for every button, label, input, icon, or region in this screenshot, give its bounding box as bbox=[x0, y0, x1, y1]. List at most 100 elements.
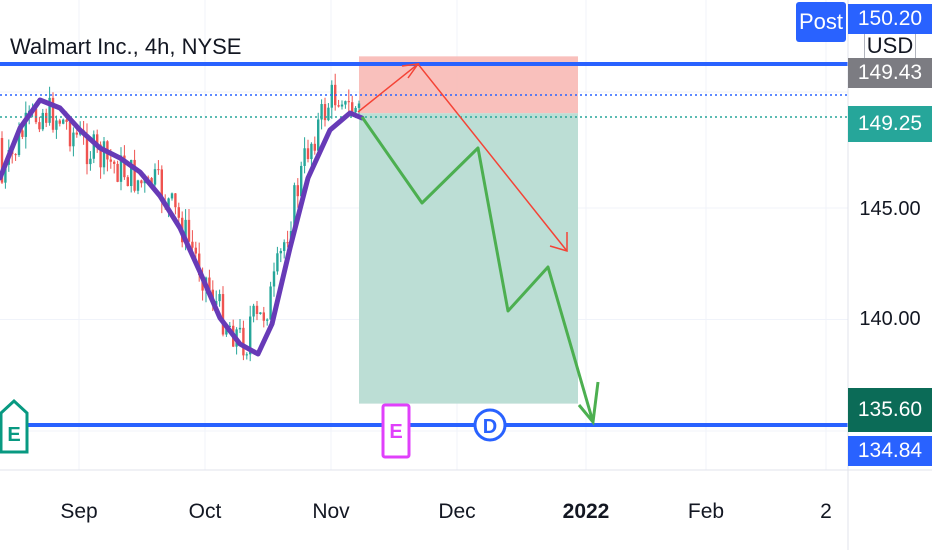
candle-body bbox=[136, 180, 140, 191]
candle-body bbox=[68, 121, 72, 147]
x-tick-dec: Dec bbox=[438, 500, 476, 523]
candle-body bbox=[85, 134, 89, 165]
candle-body bbox=[330, 84, 333, 108]
candle-body bbox=[344, 101, 347, 105]
projection-arrows bbox=[357, 62, 600, 426]
moving-average bbox=[0, 97, 365, 357]
candle-body bbox=[252, 305, 255, 317]
candle-body bbox=[354, 107, 357, 113]
candle-body bbox=[113, 161, 116, 164]
red-arrow-head-end bbox=[549, 232, 568, 253]
event-marker-label: E bbox=[7, 424, 20, 446]
position-zones bbox=[359, 56, 578, 404]
candle-body bbox=[174, 193, 177, 208]
candle-body bbox=[221, 294, 225, 335]
candle-body bbox=[4, 164, 7, 183]
candle-body bbox=[48, 97, 51, 123]
candle-body bbox=[109, 159, 112, 162]
candle-body bbox=[130, 159, 133, 187]
candle-body bbox=[300, 165, 303, 197]
candle-body bbox=[225, 327, 228, 335]
candle-body bbox=[167, 198, 170, 207]
candle-body bbox=[283, 242, 286, 251]
candle-body bbox=[357, 103, 361, 108]
red-arrow-head-mid bbox=[401, 63, 420, 79]
candle-body bbox=[327, 107, 330, 121]
price-label-support: 134.84 bbox=[848, 436, 932, 466]
candle-body bbox=[187, 219, 191, 242]
green-projection-path bbox=[360, 116, 595, 423]
candle-body bbox=[0, 138, 4, 183]
candle-body bbox=[317, 119, 320, 151]
candle-body bbox=[286, 242, 289, 244]
candle-body bbox=[238, 327, 242, 330]
candle-body bbox=[170, 193, 174, 199]
candle-body bbox=[89, 158, 92, 165]
candle-body bbox=[245, 354, 248, 356]
candle-body bbox=[218, 294, 221, 302]
candle-body bbox=[38, 122, 41, 130]
price-label-target: 135.60 bbox=[848, 388, 932, 432]
x-tick-feb: Feb bbox=[687, 500, 725, 523]
candle-body bbox=[102, 141, 106, 168]
candle-body bbox=[17, 130, 21, 155]
dividend-marker-circle bbox=[473, 408, 507, 442]
candle-body bbox=[153, 169, 157, 185]
candle-body bbox=[177, 207, 180, 218]
candle-body bbox=[347, 101, 350, 103]
target-zone bbox=[359, 113, 578, 404]
candle-body bbox=[303, 148, 306, 166]
candle-body bbox=[99, 144, 102, 168]
event-marker-e-1: E bbox=[381, 403, 411, 459]
candle-body bbox=[266, 319, 269, 321]
candle-body bbox=[58, 120, 61, 124]
candle-body bbox=[92, 134, 95, 159]
candle-body bbox=[269, 286, 272, 320]
x-tick-oct: Oct bbox=[188, 500, 222, 523]
price-label-current: 149.43 bbox=[848, 58, 932, 88]
candle-body bbox=[255, 305, 259, 314]
event-marker-label: E bbox=[389, 421, 402, 443]
candle-body bbox=[75, 132, 78, 135]
candle-body bbox=[62, 119, 65, 124]
price-label-top: 150.20 bbox=[848, 4, 932, 34]
candle-body bbox=[14, 154, 17, 156]
candle-body bbox=[24, 112, 27, 137]
candle-body bbox=[116, 163, 119, 182]
candle-body bbox=[119, 155, 123, 182]
candle-body bbox=[279, 250, 282, 254]
candle-body bbox=[72, 132, 75, 147]
candle-body bbox=[96, 134, 99, 145]
candle-body bbox=[126, 177, 129, 187]
candle-body bbox=[351, 102, 354, 113]
candle-body bbox=[208, 277, 211, 290]
candle-body bbox=[65, 119, 68, 122]
price-label-entry: 149.25 bbox=[848, 106, 932, 142]
candle-body bbox=[184, 219, 187, 243]
candle-body bbox=[160, 169, 163, 202]
x-tick-2: 2 bbox=[820, 500, 832, 523]
candle-body bbox=[276, 253, 279, 272]
y-tick-140: 140.00 bbox=[859, 308, 921, 330]
x-tick-2022: 2022 bbox=[562, 500, 610, 523]
candle-body bbox=[320, 104, 323, 120]
candle-body bbox=[340, 104, 344, 107]
price-levels bbox=[0, 62, 848, 427]
candle-body bbox=[21, 130, 24, 137]
x-tick-nov: Nov bbox=[312, 500, 350, 523]
candle-body bbox=[323, 104, 327, 121]
x-tick-sep: Sep bbox=[60, 500, 98, 523]
candle-body bbox=[313, 143, 316, 151]
candle-body bbox=[306, 148, 310, 160]
candle-body bbox=[272, 271, 276, 287]
y-tick-145: 145.00 bbox=[859, 198, 921, 220]
earnings-marker-shape bbox=[381, 403, 411, 459]
chart-title: Walmart Inc., 4h, NYSE bbox=[10, 34, 242, 59]
event-marker-label: D bbox=[483, 416, 497, 438]
candle-body bbox=[242, 327, 245, 356]
candle-body bbox=[45, 112, 48, 123]
post-button[interactable]: Post bbox=[796, 2, 846, 42]
